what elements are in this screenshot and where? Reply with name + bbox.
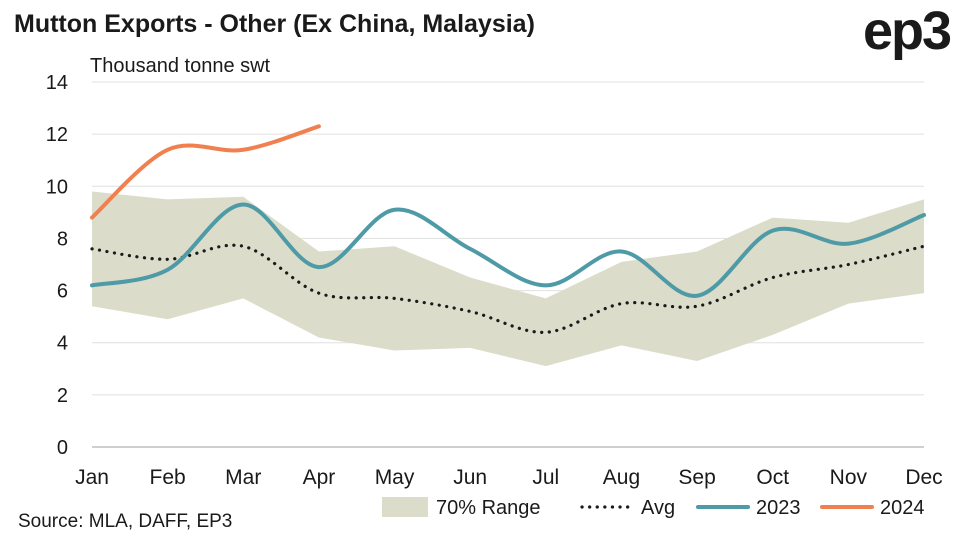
range-band-layer [92,191,924,367]
x-tick-label: Feb [150,466,186,489]
y-tick-label: 10 [46,176,68,198]
x-tick-label: Sep [678,466,715,489]
y-tick-label: 0 [57,437,68,459]
x-tick-label: Nov [830,466,868,489]
y-tick-label: 14 [46,72,68,94]
series-line-2024 [90,124,321,220]
x-tick-label: Oct [756,466,789,489]
y-tick-label: 12 [46,124,68,146]
series-line-2023 [90,202,926,298]
y-tick-label: 2 [57,385,68,407]
source-note: Source: MLA, DAFF, EP3 [18,511,233,532]
series-line-avg [90,243,926,334]
range-band [92,191,924,367]
y-tick-label: 8 [57,228,68,250]
x-tick-label: Jan [75,466,109,489]
x-tick-label: Apr [303,466,336,489]
x-tick-label: May [375,466,415,489]
legend-swatch-range [382,497,428,517]
series-layer [90,124,926,334]
axes: 0 2 4 6 8 10 12 14 Jan Feb Mar Apr May Jun Jul Aug Sep Oc… [46,72,943,489]
legend-label-range: 70% Range [436,497,541,519]
ep3-logo: ep3 [862,1,952,61]
x-tick-label: Jul [532,466,559,489]
x-tick-label: Aug [603,466,640,489]
x-tick-label: Dec [905,466,942,489]
legend-label-2024: 2024 [880,497,925,519]
legend-label-2023: 2023 [756,497,801,519]
x-tick-label: Mar [225,466,261,489]
legend-label-avg: Avg [641,497,675,519]
legend: 70% Range Avg 2023 2024 [382,497,925,519]
chart-title: Mutton Exports - Other (Ex China, Malays… [14,10,535,38]
x-tick-label: Jun [453,466,487,489]
y-tick-label: 6 [57,281,68,303]
y-axis-label: Thousand tonne swt [90,55,271,77]
y-tick-label: 4 [57,333,68,355]
